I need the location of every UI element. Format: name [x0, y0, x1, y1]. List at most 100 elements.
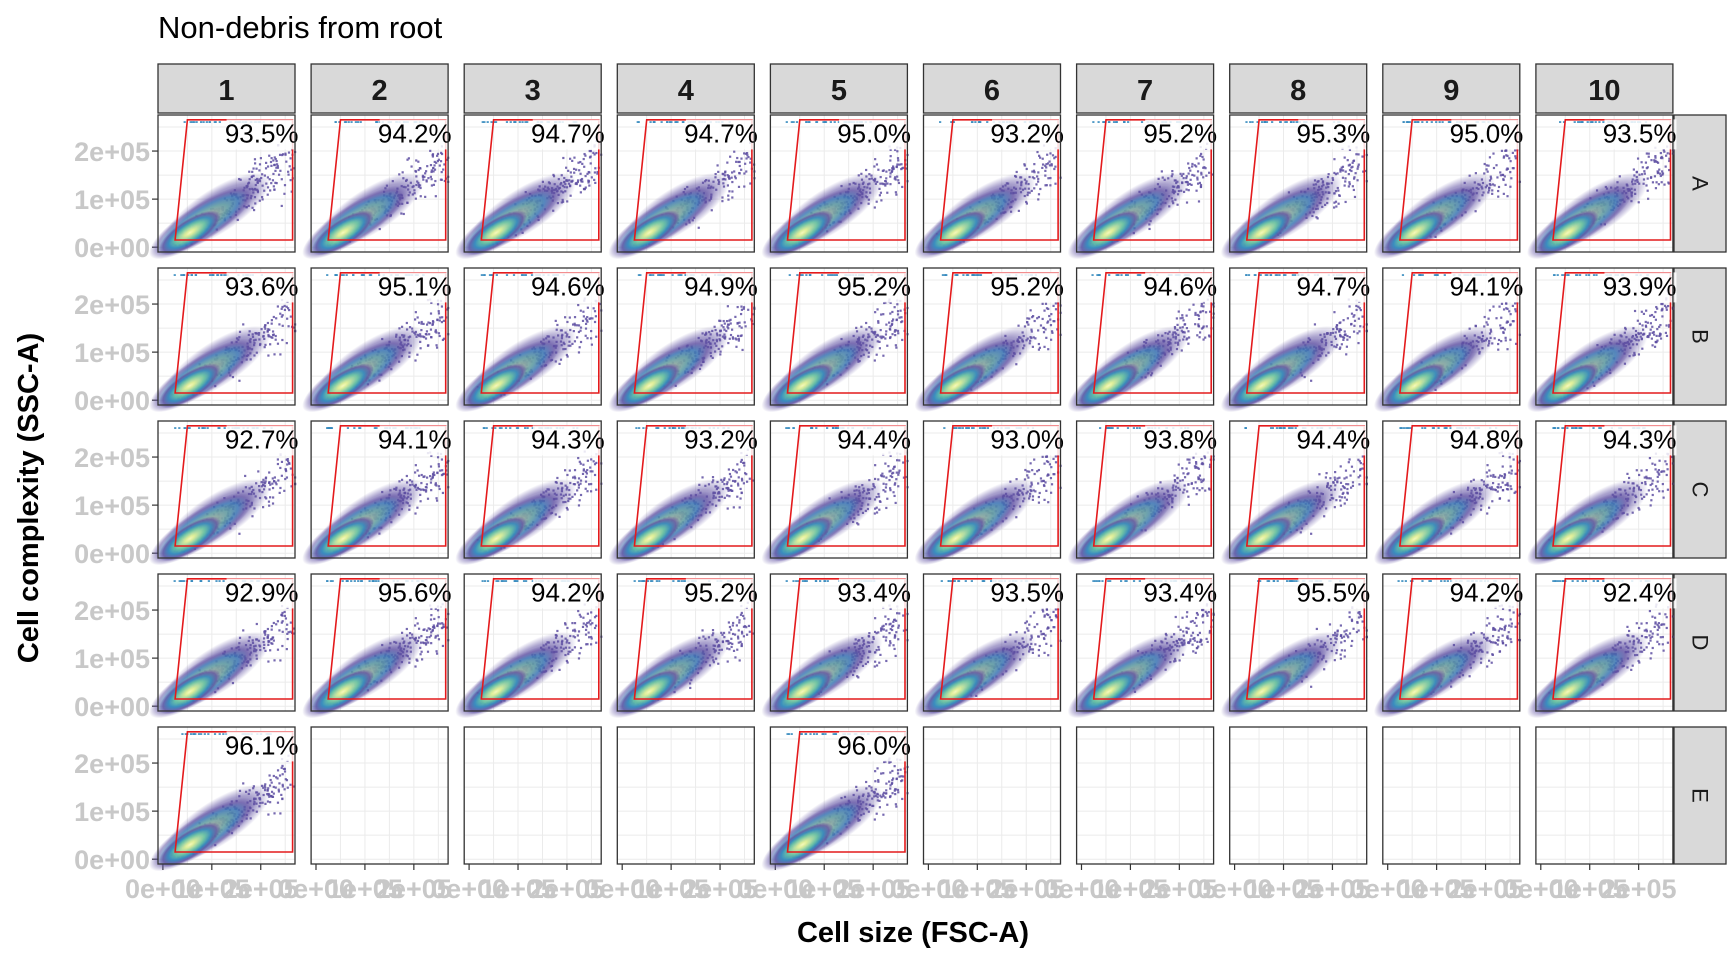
event-point [1092, 121, 1095, 123]
event-point [581, 180, 584, 183]
event-point [897, 159, 900, 162]
event-point [1202, 158, 1205, 161]
panel-A-5: 95.0% [761, 114, 911, 260]
x-tick-label: 1e+05 [327, 874, 403, 904]
event-point [1512, 167, 1515, 170]
event-point [495, 274, 498, 276]
panel-A-8: 95.3% [1220, 114, 1371, 260]
event-point [733, 150, 736, 153]
event-point [1438, 121, 1441, 123]
event-point [195, 121, 198, 123]
event-point [556, 323, 559, 327]
event-point [889, 183, 892, 186]
event-point [584, 186, 587, 189]
panel-border [616, 114, 755, 253]
event-point [488, 274, 492, 276]
y-tick-label: 1e+05 [74, 338, 150, 368]
event-point [1341, 176, 1345, 179]
event-point [430, 178, 433, 181]
event-point [1353, 195, 1357, 199]
event-point [1659, 151, 1662, 155]
event-point [266, 165, 270, 168]
event-point [1032, 169, 1036, 172]
event-point [1036, 150, 1039, 154]
event-point [521, 274, 524, 276]
event-point [432, 166, 435, 170]
event-point [1035, 183, 1038, 186]
event-point [738, 164, 741, 168]
event-point [258, 163, 262, 166]
event-point [726, 161, 729, 164]
event-point [1573, 121, 1576, 123]
event-point [443, 179, 446, 183]
event-point [569, 157, 572, 160]
event-point [649, 121, 652, 123]
event-point [596, 172, 599, 175]
event-point [583, 187, 586, 191]
event-point [1053, 157, 1056, 160]
event-point [220, 274, 223, 276]
event-point [1201, 155, 1204, 159]
event-point [875, 163, 879, 166]
event-point [285, 160, 288, 163]
event-point [681, 121, 684, 123]
event-point [900, 163, 903, 166]
event-point [433, 164, 436, 167]
event-point [334, 121, 337, 123]
event-point [273, 163, 276, 167]
event-point [1251, 121, 1254, 123]
panel-A-6: 93.2% [914, 114, 1065, 260]
event-point [420, 322, 423, 325]
panel-A-10: 93.5% [1527, 114, 1677, 260]
event-point [271, 333, 275, 337]
event-point [1265, 121, 1269, 123]
event-point [267, 354, 270, 357]
event-point [1663, 183, 1666, 186]
event-point [279, 169, 282, 172]
event-point [194, 274, 198, 276]
event-point [401, 171, 404, 174]
column-label-9: 9 [1443, 75, 1459, 107]
y-tick-label: 1e+05 [74, 185, 150, 215]
event-point [740, 168, 743, 171]
event-point [1357, 163, 1360, 166]
column-strip-1 [157, 63, 296, 114]
event-point [1651, 181, 1655, 184]
event-point [577, 351, 581, 354]
event-point [1053, 167, 1056, 171]
event-point [1501, 173, 1504, 176]
event-point [285, 341, 288, 345]
event-point [590, 176, 593, 179]
event-point [423, 175, 426, 178]
event-point [439, 160, 443, 163]
row-label-D: D [1688, 635, 1713, 651]
event-point [1185, 201, 1189, 204]
event-point [1333, 206, 1336, 209]
event-point [1441, 121, 1444, 123]
event-point [676, 121, 679, 123]
event-point [1193, 164, 1196, 167]
event-point [271, 179, 275, 182]
event-point [436, 152, 440, 156]
event-point [894, 191, 897, 194]
event-point [873, 206, 876, 209]
event-point [1044, 174, 1047, 177]
event-point [425, 323, 429, 326]
event-point [889, 155, 892, 158]
event-point [359, 121, 362, 123]
event-point [573, 316, 577, 319]
event-point [735, 160, 738, 163]
event-point [731, 190, 734, 193]
event-point [276, 305, 279, 308]
event-point [1654, 187, 1658, 190]
event-point [526, 121, 529, 123]
percent-label-background [685, 119, 758, 150]
event-point [417, 160, 420, 163]
event-point [1197, 162, 1200, 165]
event-point [416, 316, 419, 319]
event-point [283, 304, 286, 308]
event-point [490, 121, 493, 123]
event-point [271, 336, 274, 339]
x-tick-label: 2e+05 [223, 874, 299, 904]
